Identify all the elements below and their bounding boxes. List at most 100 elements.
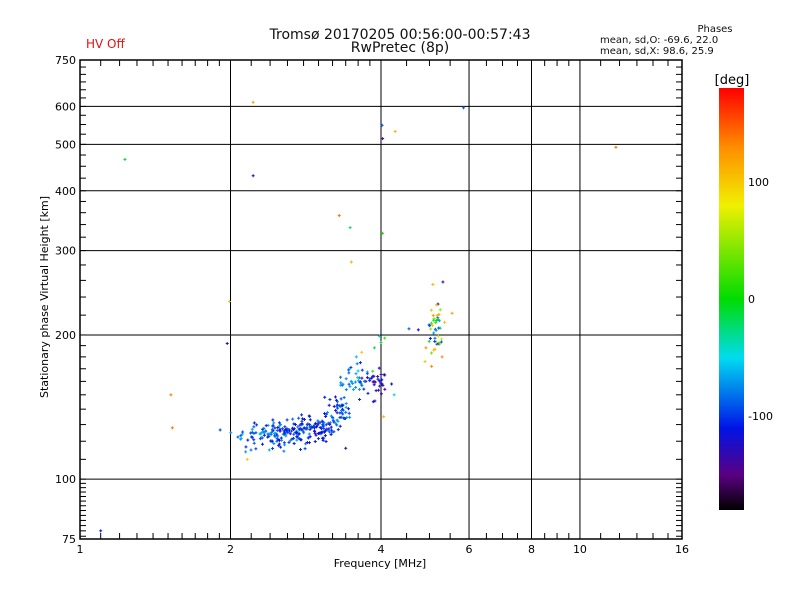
- data-point: [330, 428, 332, 432]
- data-point: [332, 421, 336, 423]
- data-point: [430, 321, 432, 325]
- data-point: [274, 434, 276, 438]
- data-point: [297, 425, 299, 429]
- data-point: [285, 428, 287, 432]
- data-point: [262, 427, 264, 431]
- data-point: [337, 215, 341, 217]
- data-point: [329, 415, 333, 417]
- data-point: [315, 433, 317, 437]
- data-point: [293, 442, 295, 446]
- data-point: [318, 432, 322, 434]
- data-point: [333, 420, 335, 424]
- data-point: [356, 377, 360, 379]
- data-point: [253, 425, 255, 429]
- data-point: [311, 425, 315, 427]
- data-point: [287, 441, 291, 443]
- data-point: [358, 387, 360, 391]
- data-point: [383, 374, 387, 376]
- data-point: [286, 418, 288, 422]
- data-point: [373, 380, 375, 384]
- data-point: [312, 426, 316, 428]
- data-point: [269, 440, 273, 442]
- data-point: [319, 433, 323, 435]
- data-point: [335, 412, 339, 414]
- data-point: [285, 434, 287, 438]
- data-point: [345, 405, 347, 409]
- data-point: [432, 314, 434, 318]
- data-point: [437, 313, 441, 315]
- data-point: [298, 424, 302, 426]
- data-point: [373, 346, 375, 350]
- data-point: [299, 428, 303, 430]
- data-point: [336, 401, 340, 403]
- data-point: [292, 417, 294, 421]
- data-point: [373, 381, 377, 383]
- data-point: [320, 431, 324, 433]
- data-point: [318, 422, 322, 424]
- data-point: [309, 426, 313, 428]
- data-point: [286, 432, 290, 434]
- data-point: [365, 373, 369, 375]
- data-point: [359, 380, 361, 384]
- data-point: [245, 458, 249, 460]
- data-point: [296, 435, 298, 439]
- data-point: [327, 421, 329, 425]
- data-point: [317, 419, 319, 423]
- data-point: [323, 396, 327, 398]
- data-point: [324, 412, 326, 416]
- data-point: [382, 231, 384, 235]
- data-point: [281, 433, 285, 435]
- data-point: [430, 351, 432, 355]
- data-point: [368, 380, 372, 382]
- data-point: [330, 431, 334, 433]
- data-point: [437, 327, 441, 329]
- data-point: [287, 430, 291, 432]
- data-point: [99, 530, 103, 532]
- data-point: [267, 449, 271, 451]
- y-tick-label: 400: [55, 185, 76, 198]
- data-point: [300, 420, 304, 422]
- data-point: [357, 388, 361, 390]
- data-point: [307, 437, 311, 439]
- data-point: [366, 370, 368, 374]
- data-point: [376, 378, 380, 380]
- data-point: [346, 416, 348, 420]
- data-point: [313, 432, 317, 434]
- data-point: [264, 425, 268, 427]
- data-point: [321, 425, 325, 427]
- data-point: [276, 435, 280, 437]
- data-point: [432, 324, 434, 328]
- data-point: [293, 431, 297, 433]
- data-point: [341, 407, 343, 411]
- data-point: [436, 317, 440, 319]
- data-point: [333, 396, 337, 398]
- data-point: [343, 416, 345, 420]
- data-point: [439, 341, 443, 343]
- data-point: [428, 325, 432, 327]
- data-point: [270, 428, 274, 430]
- data-point: [298, 438, 302, 440]
- data-point: [293, 422, 295, 426]
- data-point: [361, 368, 363, 372]
- data-point: [438, 341, 440, 345]
- data-point: [338, 425, 342, 427]
- data-point: [318, 427, 322, 429]
- data-point: [383, 415, 385, 419]
- data-point: [325, 423, 327, 427]
- data-point: [363, 387, 365, 391]
- data-point: [424, 360, 426, 364]
- data-point: [300, 429, 304, 431]
- data-point: [292, 423, 296, 425]
- data-point: [278, 424, 280, 428]
- data-point: [334, 395, 336, 399]
- data-point: [317, 431, 319, 435]
- data-point: [296, 438, 298, 442]
- data-point: [351, 389, 355, 391]
- data-point: [303, 431, 305, 435]
- data-point: [261, 442, 263, 446]
- data-point: [382, 383, 384, 387]
- data-point: [372, 369, 374, 373]
- data-point: [339, 376, 343, 378]
- data-point: [358, 399, 362, 401]
- data-point: [226, 341, 228, 345]
